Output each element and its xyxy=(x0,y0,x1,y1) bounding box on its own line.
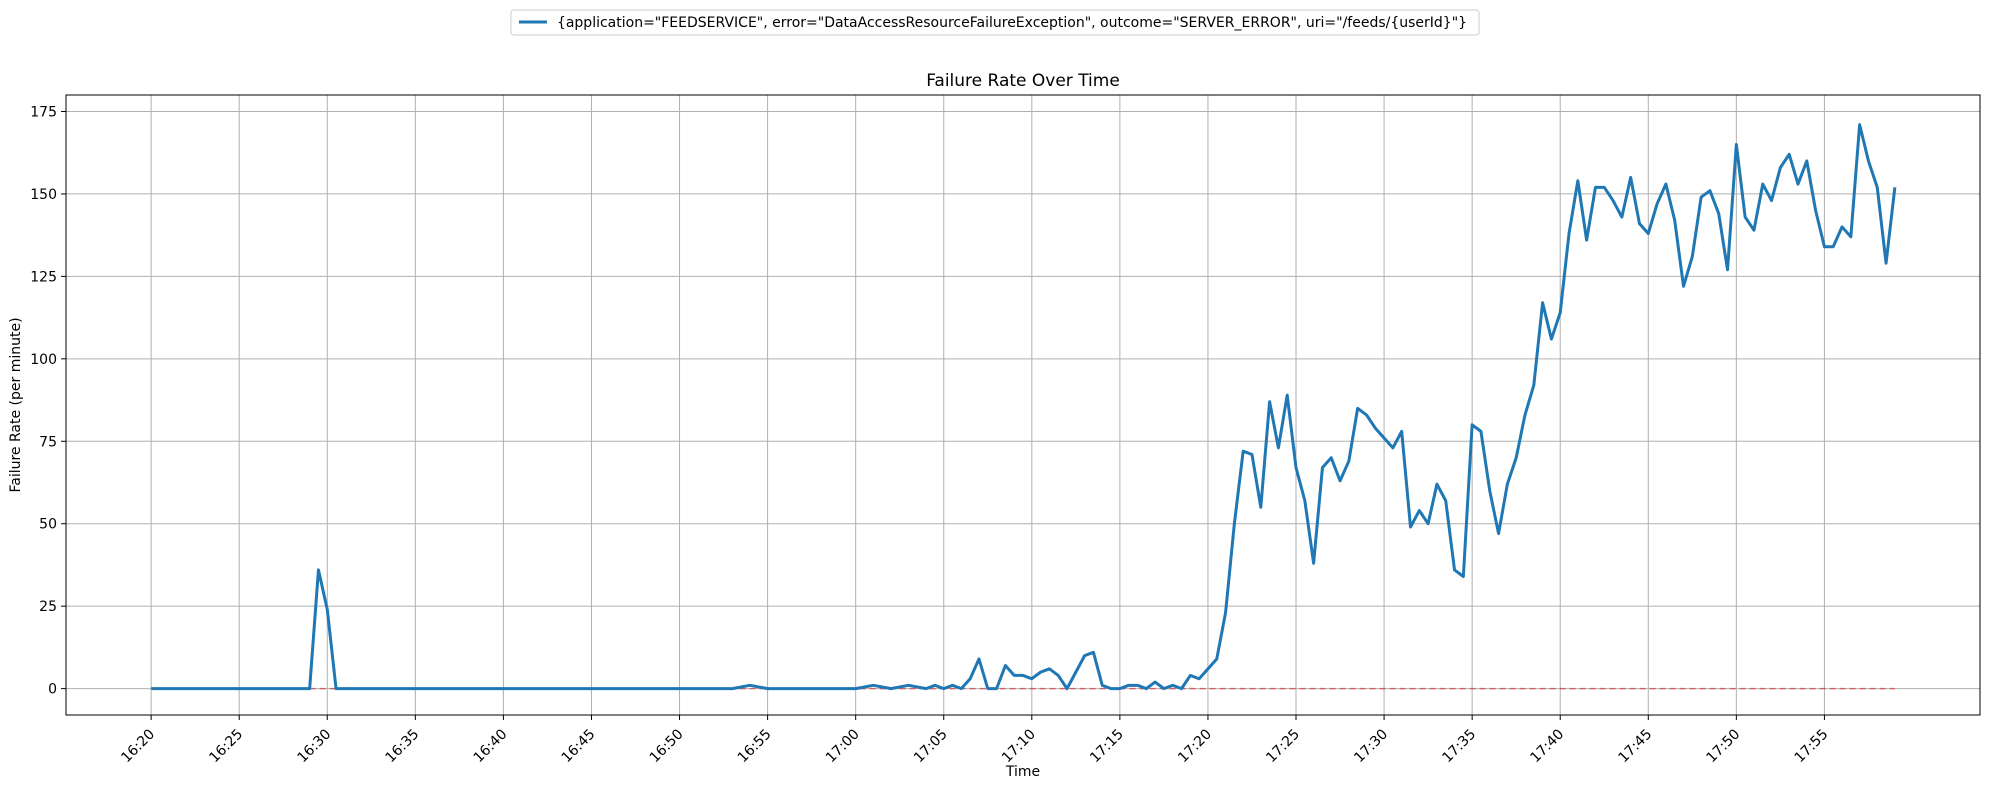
x-axis-title: Time xyxy=(1005,764,1040,780)
chart-title: Failure Rate Over Time xyxy=(926,71,1120,91)
x-tick-label: 16:25 xyxy=(206,726,246,766)
x-tick-label: 16:20 xyxy=(118,726,158,766)
legend-label-series-1: {application="FEEDSERVICE", error="DataA… xyxy=(557,15,1467,31)
failure-rate-series-line xyxy=(151,123,1897,691)
x-tick-label: 17:05 xyxy=(911,726,951,766)
plot-area-frame xyxy=(65,94,1981,716)
x-tick-label: 16:50 xyxy=(647,726,687,766)
x-tick-label: 17:20 xyxy=(1175,726,1215,766)
y-tick-label: 50 xyxy=(39,517,57,533)
y-tick-label: 150 xyxy=(30,187,57,203)
y-axis-title: Failure Rate (per minute) xyxy=(8,317,24,492)
series-lines xyxy=(151,123,1897,691)
x-tick-label: 17:15 xyxy=(1087,726,1127,766)
x-tick-label: 17:45 xyxy=(1615,726,1655,766)
x-tick-label: 17:55 xyxy=(1792,726,1832,766)
x-tick-label: 16:30 xyxy=(294,726,334,766)
y-tick-label: 175 xyxy=(30,104,57,120)
y-tick-label: 125 xyxy=(30,269,57,285)
x-tick-label: 16:45 xyxy=(559,726,599,766)
x-tick-label: 16:55 xyxy=(735,726,775,766)
x-tick-label: 17:50 xyxy=(1704,726,1744,766)
y-tick-label: 75 xyxy=(39,434,57,450)
x-tick-label: 17:30 xyxy=(1351,726,1391,766)
legend: {application="FEEDSERVICE", error="DataA… xyxy=(510,9,1480,36)
x-tick-label: 17:00 xyxy=(823,726,863,766)
x-tick-label: 17:10 xyxy=(999,726,1039,766)
grid-lines xyxy=(66,95,1980,715)
x-tick-label: 17:35 xyxy=(1439,726,1479,766)
y-axis-ticks: 0 25 50 75 100 125 150 175 xyxy=(30,104,66,698)
y-tick-label: 0 xyxy=(48,682,57,698)
x-tick-label: 16:40 xyxy=(471,726,511,766)
x-tick-label: 16:35 xyxy=(383,726,423,766)
legend-frame xyxy=(510,9,1480,36)
x-tick-label: 17:40 xyxy=(1527,726,1567,766)
y-tick-label: 100 xyxy=(30,352,57,368)
y-tick-label: 25 xyxy=(39,599,57,615)
x-axis-ticks: 16:20 16:25 16:30 16:35 16:40 16:45 16:50 16:55… xyxy=(118,715,1831,766)
x-tick-label: 17:25 xyxy=(1263,726,1303,766)
